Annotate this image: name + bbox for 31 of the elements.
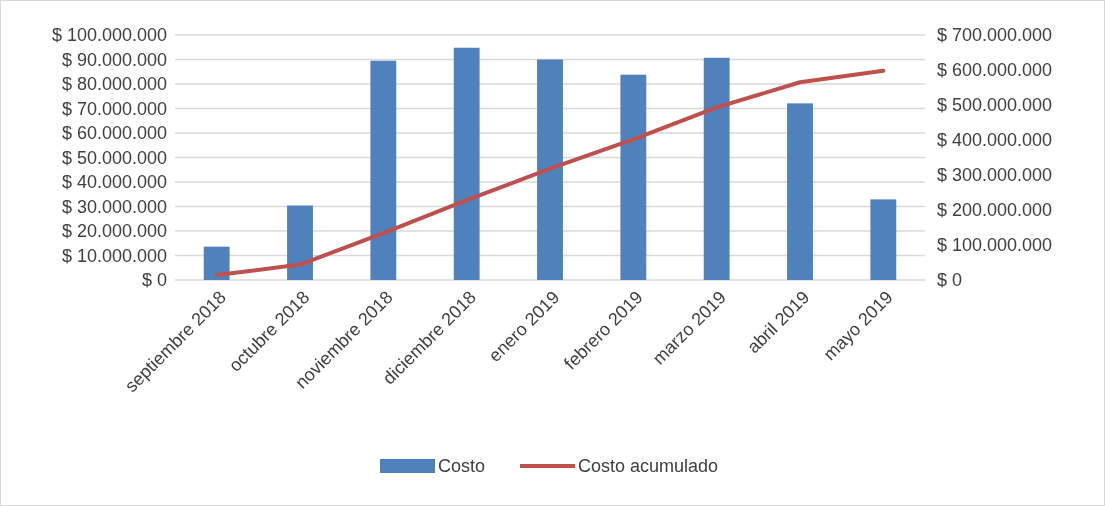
y2-tick-label: $ 500.000.000 bbox=[937, 95, 1053, 116]
legend-label: Costo acumulado bbox=[578, 456, 719, 477]
bar bbox=[287, 205, 313, 280]
bar bbox=[787, 103, 813, 280]
line-series bbox=[214, 68, 886, 278]
y-tick-label: $ 30.000.000 bbox=[61, 196, 167, 217]
bar bbox=[370, 60, 397, 280]
y-tick-label: $ 100.000.000 bbox=[51, 25, 167, 46]
bar bbox=[537, 59, 563, 280]
bar bbox=[203, 246, 230, 280]
y-tick-label: $ 0 bbox=[141, 270, 167, 291]
bar bbox=[453, 47, 480, 280]
y2-tick-label: $ 100.000.000 bbox=[937, 235, 1053, 256]
y-tick-label: $ 60.000.000 bbox=[61, 123, 167, 144]
y-tick-label: $ 90.000.000 bbox=[61, 49, 167, 70]
legend-label: Costo bbox=[438, 456, 486, 477]
y2-tick-label: $ 600.000.000 bbox=[937, 60, 1053, 81]
bar bbox=[870, 199, 897, 280]
y2-tick-label: $ 300.000.000 bbox=[937, 165, 1053, 186]
bar bbox=[703, 57, 730, 280]
y2-tick-label: $ 0 bbox=[937, 270, 963, 291]
y2-tick-label: $ 400.000.000 bbox=[937, 130, 1053, 151]
y-tick-label: $ 40.000.000 bbox=[61, 172, 167, 193]
y-tick-label: $ 10.000.000 bbox=[61, 245, 167, 266]
y2-tick-label: $ 700.000.000 bbox=[937, 25, 1053, 46]
y-tick-label: $ 80.000.000 bbox=[61, 74, 167, 95]
y-tick-label: $ 70.000.000 bbox=[61, 98, 167, 119]
bar bbox=[620, 74, 647, 280]
y-tick-label: $ 50.000.000 bbox=[61, 147, 167, 168]
y2-tick-label: $ 200.000.000 bbox=[937, 200, 1053, 221]
y-tick-label: $ 20.000.000 bbox=[61, 221, 167, 242]
